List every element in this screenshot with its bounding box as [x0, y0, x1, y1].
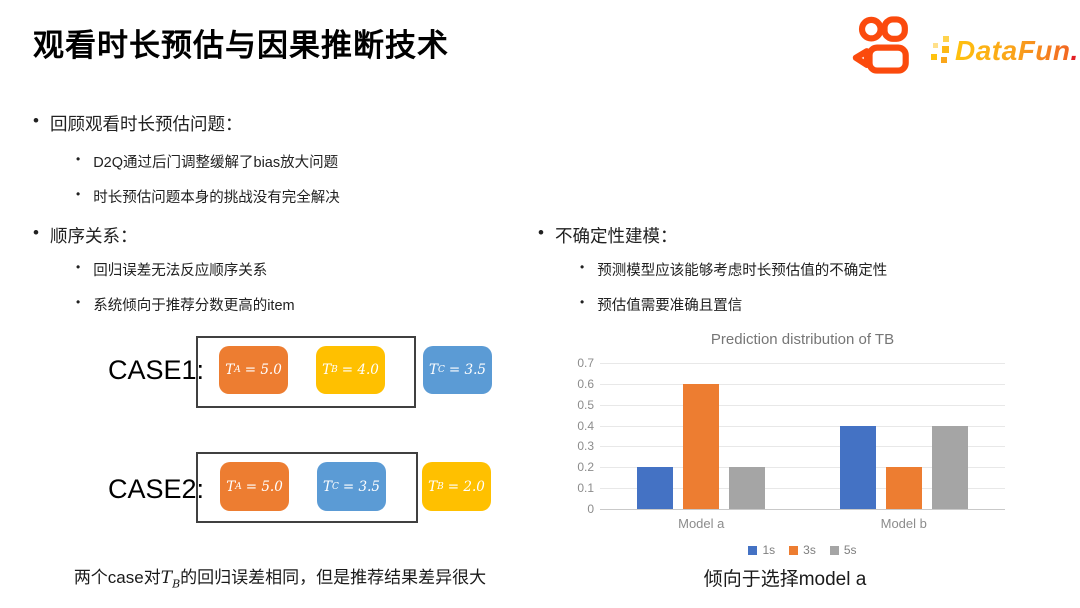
datafun-wordmark: DataFun: [955, 35, 1071, 66]
bullet-uncertainty-title: 不确定性建模：: [538, 223, 678, 248]
legend-item-5s: 5s: [829, 543, 857, 557]
case1-label: CASE1:: [108, 355, 205, 385]
bullet-review-title: 回顾观看时长预估问题：: [33, 111, 243, 136]
y-tick-label: 0.3: [577, 439, 594, 454]
bar-5s-model-b: [931, 425, 968, 509]
case2-chip-tb: T B = 2.0: [422, 462, 491, 511]
math-var: T: [225, 362, 235, 378]
chart-title: Prediction distribution of TB: [710, 331, 895, 348]
bar-1s-model-b: [839, 425, 876, 509]
math-eq: = 3.5: [448, 362, 486, 378]
math-sub: C: [438, 365, 445, 375]
page-title: 观看时长预估与因果推断技术: [33, 28, 449, 63]
x-axis-line: [600, 509, 1005, 510]
gridline: [600, 383, 1005, 385]
y-tick-label: 0.4: [577, 418, 594, 433]
math-var: T: [322, 362, 332, 378]
case-conclusion-caption: 两个case对TB的回归误差相同，但是推荐结果差异很大: [40, 563, 520, 590]
math-sub: A: [235, 481, 242, 492]
legend-swatch: [748, 545, 758, 555]
math-eq: = 3.5: [342, 478, 380, 495]
math-eq: = 2.0: [447, 478, 485, 495]
y-tick-label: 0.5: [577, 397, 594, 412]
y-tick-label: 0.6: [577, 376, 594, 391]
case2-label: CASE2:: [108, 474, 205, 504]
y-tick-label: 0.2: [577, 460, 594, 475]
gridline: [600, 404, 1005, 406]
datafun-logo: DataFun .: [931, 30, 1078, 72]
legend-swatch: [829, 545, 839, 555]
bullet-text: 时长预估问题本身的挑战没有完全解决: [93, 190, 340, 206]
chart-plot: 0 0.1 0.2 0.3 0.4 0.5 0.6 0.7 Model a Model b: [577, 356, 1005, 531]
case2-chip-tc: T C = 3.5: [317, 462, 386, 511]
y-tick-label: 0.1: [577, 481, 594, 496]
case1-selection-box: [196, 336, 416, 408]
bar-chart: Prediction distribution of TB 0 0.1 0.2 0.3…: [555, 331, 1015, 566]
bullet-text: D2Q通过后门调整缓解了bias放大问题: [93, 155, 339, 171]
bullet-text: 顺序关系：: [49, 226, 138, 246]
legend-swatch: [789, 545, 799, 555]
gridline: [600, 467, 1005, 469]
bullet-d2q: D2Q通过后门调整缓解了bias放大问题: [76, 151, 338, 172]
case1-chip-ta: T A = 5.0: [219, 346, 288, 394]
bullet-text: 预估值需要准确且置信: [597, 298, 743, 314]
legend-item-1s: 1s: [748, 543, 775, 557]
case1-chip-tc: T C = 3.5: [423, 346, 492, 394]
math-eq: = 5.0: [245, 478, 283, 495]
legend-label: 3s: [803, 543, 816, 557]
bar-3s-model-a: [683, 383, 720, 509]
bar-3s-model-b: [885, 467, 922, 509]
bullet-challenge: 时长预估问题本身的挑战没有完全解决: [76, 186, 340, 207]
bullet-accurate-confident: 预估值需要准确且置信: [580, 294, 742, 315]
bullet-text: 预测模型应该能够考虑时长预估值的不确定性: [597, 263, 888, 279]
math-sub: B: [331, 365, 338, 375]
bullet-model-uncertainty: 预测模型应该能够考虑时长预估值的不确定性: [580, 259, 887, 280]
bar-5s-model-a: [729, 467, 766, 509]
case1-chip-tb: T B = 4.0: [316, 346, 385, 394]
x-category-label: Model a: [678, 516, 725, 531]
bullet-regression-error: 回归误差无法反应顺序关系: [76, 259, 267, 280]
bullet-system-prefers: 系统倾向于推荐分数更高的item: [76, 294, 295, 315]
case2-selection-box: [196, 452, 418, 523]
bullet-text: 回归误差无法反应顺序关系: [93, 263, 268, 279]
y-tick-label: 0: [587, 502, 594, 516]
gridline: [600, 425, 1005, 427]
gridline: [600, 363, 1005, 364]
datafun-pixels-icon: [931, 34, 953, 68]
bar-1s-model-a: [637, 467, 674, 509]
legend-item-3s: 3s: [789, 543, 816, 557]
caption-text: 的回归误差相同，但是推荐结果差异很大: [180, 568, 487, 587]
math-eq: = 5.0: [244, 362, 282, 378]
math-var: T: [428, 478, 438, 495]
bullet-order-title: 顺序关系：: [33, 223, 138, 248]
math-var: T: [226, 478, 236, 495]
legend-label: 5s: [843, 543, 857, 557]
chart-conclusion-caption: 倾向于选择model a: [703, 569, 867, 590]
kuaishou-logo-icon: [852, 16, 909, 74]
chart-legend: 1s 3s 5s: [600, 543, 1005, 557]
datafun-dot: .: [1070, 35, 1079, 66]
math-sub: B: [437, 481, 444, 492]
gridline: [600, 488, 1005, 490]
gridline: [600, 446, 1005, 448]
case2-chip-ta: T A = 5.0: [220, 462, 289, 511]
y-tick-label: 0.7: [577, 356, 594, 370]
caption-text: 两个case对: [73, 568, 161, 587]
bullet-text: 系统倾向于推荐分数更高的item: [93, 298, 295, 314]
math-eq: = 4.0: [341, 362, 379, 378]
bullet-text: 不确定性建模：: [554, 226, 678, 246]
math-var: T: [323, 478, 333, 495]
math-sub: A: [234, 365, 241, 375]
math-sub: C: [332, 481, 339, 492]
math-var: TB: [160, 568, 181, 591]
bullet-text: 回顾观看时长预估问题：: [49, 114, 243, 134]
legend-label: 1s: [762, 543, 776, 557]
math-var: T: [429, 362, 439, 378]
x-category-label: Model b: [880, 516, 927, 531]
